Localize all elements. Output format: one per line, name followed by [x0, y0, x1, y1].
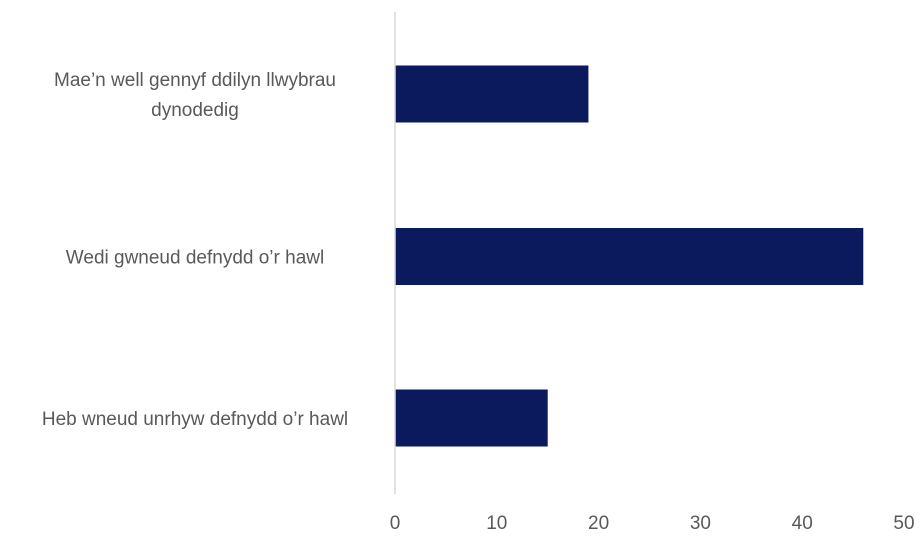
category-label-line: dynodedig: [151, 100, 239, 121]
bar-2: [395, 228, 864, 285]
category-label-2: Wedi gwneud defnydd o’r hawl: [66, 248, 324, 269]
bar-3: [395, 389, 548, 447]
x-tick-label-40: 40: [792, 513, 813, 534]
x-tick-label-50: 50: [893, 513, 914, 534]
bars-group: [395, 65, 864, 447]
category-label-line: Mae’n well gennyf ddilyn llwybrau: [54, 70, 336, 91]
category-label-line: Heb wneud unrhyw defnydd o’r hawl: [42, 409, 348, 430]
x-tick-labels: 0 10 20 30 40 50: [390, 513, 915, 534]
x-tick-label-0: 0: [390, 513, 401, 534]
category-label-1: Mae’n well gennyf ddilyn llwybrau dynoded…: [54, 70, 336, 121]
category-label-3: Heb wneud unrhyw defnydd o’r hawl: [42, 409, 348, 430]
x-tick-label-10: 10: [486, 513, 507, 534]
category-labels: Mae’n well gennyf ddilyn llwybrau dynoded…: [42, 70, 348, 430]
bar-1: [395, 65, 589, 123]
x-tick-label-30: 30: [690, 513, 711, 534]
x-tick-label-20: 20: [588, 513, 609, 534]
category-label-line: Wedi gwneud defnydd o’r hawl: [66, 248, 324, 269]
